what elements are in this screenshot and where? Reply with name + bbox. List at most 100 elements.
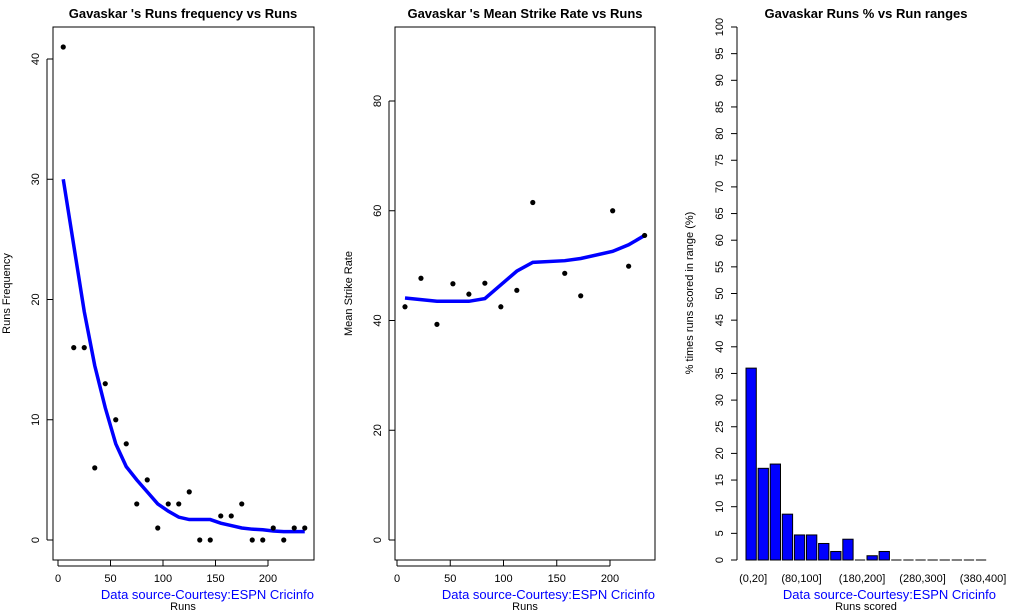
- bar: [866, 555, 878, 561]
- y-tick-label: 70: [714, 181, 726, 193]
- data-point: [249, 537, 255, 543]
- data-point: [197, 537, 203, 543]
- y-tick-label: 0: [372, 537, 384, 543]
- x-axis-label: Runs: [170, 601, 196, 613]
- smooth-line: [404, 233, 646, 304]
- data-point: [450, 281, 456, 287]
- data-point: [270, 525, 276, 531]
- bar: [769, 463, 782, 561]
- y-axis-label: Mean Strike Rate: [343, 251, 355, 336]
- y-tick-label: 30: [30, 173, 42, 185]
- data-point: [642, 232, 648, 239]
- y-tick-label: 95: [714, 48, 726, 60]
- y-tick-label: 0: [714, 557, 726, 563]
- data-source-note: Data source-Courtesy:ESPN Cricinfo: [442, 587, 655, 602]
- data-point: [281, 537, 287, 543]
- bar: [781, 513, 794, 561]
- x-tick-label: 150: [548, 573, 566, 585]
- x-tick-label: (280,300]: [899, 573, 945, 585]
- data-point: [302, 525, 308, 531]
- y-axis-label: Runs Frequency: [1, 253, 13, 334]
- data-point: [165, 501, 171, 507]
- data-point: [81, 345, 87, 351]
- y-tick-label: 10: [30, 414, 42, 426]
- data-point: [60, 44, 66, 50]
- data-point: [610, 208, 616, 214]
- y-tick-label: 10: [714, 501, 726, 513]
- data-point: [498, 304, 504, 310]
- data-point: [418, 275, 424, 281]
- data-point: [530, 199, 536, 206]
- x-tick-label: 200: [259, 573, 277, 585]
- x-tick-label: 100: [154, 573, 172, 585]
- x-tick-label: (180,200]: [839, 573, 885, 585]
- chart-title: Gavaskar Runs % vs Run ranges: [764, 6, 967, 21]
- data-point: [626, 263, 632, 269]
- data-source-note: Data source-Courtesy:ESPN Cricinfo: [783, 587, 996, 602]
- data-point: [218, 513, 224, 519]
- data-point: [482, 280, 488, 286]
- x-tick-label: 50: [104, 573, 116, 585]
- data-point: [207, 537, 213, 543]
- y-tick-label: 15: [714, 474, 726, 486]
- y-tick-label: 60: [372, 205, 384, 217]
- x-tick-label: (0,20]: [739, 573, 767, 585]
- y-tick-label: 80: [372, 95, 384, 107]
- data-point: [562, 270, 568, 276]
- y-tick-label: 100: [714, 18, 726, 36]
- data-point: [434, 321, 440, 327]
- data-point: [134, 501, 140, 507]
- data-point: [102, 381, 108, 387]
- data-point: [155, 525, 161, 531]
- bar: [793, 534, 806, 561]
- smooth-line: [61, 178, 305, 534]
- bar: [842, 538, 854, 561]
- chart-title: Gavaskar 's Mean Strike Rate vs Runs: [407, 6, 642, 21]
- x-tick-label: 0: [55, 573, 61, 585]
- y-tick-label: 50: [714, 287, 726, 299]
- y-tick-label: 35: [714, 367, 726, 379]
- data-point: [402, 304, 408, 310]
- x-tick-label: 200: [601, 573, 619, 585]
- data-point: [123, 441, 129, 447]
- bar: [806, 534, 818, 561]
- x-axis-label: Runs scored: [835, 601, 897, 613]
- y-tick-label: 20: [372, 424, 384, 436]
- plot-box: [52, 26, 315, 561]
- data-point: [228, 513, 234, 519]
- y-tick-label: 40: [714, 341, 726, 353]
- x-tick-label: 50: [444, 573, 456, 585]
- x-axis-label: Runs: [512, 601, 538, 613]
- bar: [757, 467, 769, 561]
- y-tick-label: 5: [714, 530, 726, 536]
- x-tick-label: 0: [394, 573, 400, 585]
- bar: [818, 542, 830, 561]
- y-tick-label: 75: [714, 154, 726, 166]
- y-tick-label: 40: [372, 314, 384, 326]
- y-tick-label: 80: [714, 127, 726, 139]
- data-point: [291, 525, 297, 531]
- y-tick-label: 45: [714, 314, 726, 326]
- data-point: [92, 465, 98, 471]
- data-source-note: Data source-Courtesy:ESPN Cricinfo: [101, 587, 314, 602]
- x-tick-label: (80,100]: [781, 573, 821, 585]
- x-tick-label: 100: [494, 573, 512, 585]
- data-point: [514, 287, 520, 293]
- data-point: [176, 501, 182, 507]
- data-point: [466, 291, 472, 297]
- chart-title: Gavaskar 's Runs frequency vs Runs: [69, 6, 298, 21]
- y-tick-label: 0: [30, 537, 42, 543]
- data-point: [239, 501, 245, 507]
- y-tick-label: 65: [714, 207, 726, 219]
- plot-box: [394, 26, 656, 561]
- x-tick-label: (380,400]: [960, 573, 1006, 585]
- y-tick-label: 90: [714, 74, 726, 86]
- y-tick-label: 20: [30, 293, 42, 305]
- y-axis-label: % times runs scored in range (%): [684, 212, 696, 375]
- y-tick-label: 30: [714, 394, 726, 406]
- y-tick-label: 25: [714, 421, 726, 433]
- data-point: [144, 477, 150, 483]
- x-tick-label: 150: [206, 573, 224, 585]
- y-tick-label: 55: [714, 261, 726, 273]
